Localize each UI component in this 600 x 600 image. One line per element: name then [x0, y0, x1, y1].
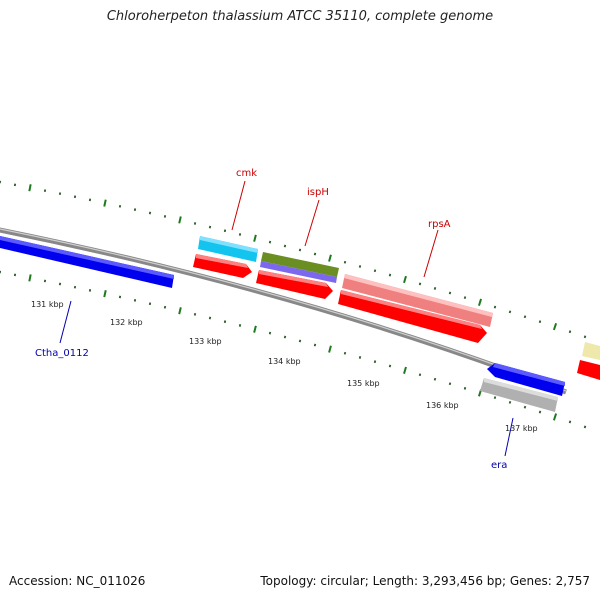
outer-major-tick	[477, 298, 483, 306]
leader-rpsa	[423, 229, 439, 278]
inner-minor-tick	[388, 364, 392, 368]
outer-minor-tick	[358, 265, 362, 268]
inner-minor-tick	[283, 335, 287, 339]
inner-major-tick	[328, 345, 332, 353]
inner-minor-tick	[358, 356, 362, 359]
gene-label-ctha-0112: Ctha_0112	[35, 348, 89, 359]
outer-minor-tick	[493, 305, 497, 309]
outer-minor-tick	[463, 296, 467, 300]
inner-minor-tick	[133, 298, 137, 302]
inner-minor-tick	[148, 302, 152, 306]
gene-edge-right[interactable]	[577, 342, 600, 380]
inner-minor-tick	[118, 295, 122, 299]
outer-minor-tick	[223, 229, 227, 233]
outer-minor-tick	[343, 260, 347, 264]
inner-minor-tick	[268, 331, 272, 335]
inner-minor-tick	[163, 305, 167, 309]
inner-minor-tick	[463, 386, 467, 390]
outer-minor-tick	[268, 240, 272, 244]
outer-minor-tick	[148, 211, 152, 215]
inner-minor-tick	[343, 351, 347, 355]
kbp-label-136: 136 kbp	[426, 401, 459, 410]
leader-isph	[304, 199, 320, 247]
gene-isph[interactable]	[256, 252, 339, 299]
inner-major-tick	[103, 290, 107, 298]
outer-minor-tick	[208, 225, 212, 229]
inner-minor-tick	[88, 289, 92, 292]
outer-minor-tick	[508, 310, 512, 314]
kbp-label-137: 137 kbp	[505, 424, 538, 433]
inner-minor-tick	[238, 324, 242, 327]
inner-minor-tick	[538, 410, 542, 414]
genome-title: Chloroherpeton thalassium ATCC 35110, co…	[106, 9, 494, 24]
outer-minor-tick	[538, 320, 542, 324]
leader-ctha-0112	[59, 300, 72, 344]
kbp-label-132: 132 kbp	[110, 318, 143, 327]
inner-minor-tick	[418, 373, 422, 377]
inner-minor-tick	[298, 339, 302, 343]
inner-minor-tick	[373, 360, 377, 364]
outer-minor-tick	[388, 273, 392, 277]
gene-label-rpsa: rpsA	[428, 219, 451, 230]
inner-major-tick	[253, 325, 257, 333]
gene-label-era: era	[491, 460, 507, 471]
outer-minor-tick	[298, 248, 302, 252]
inner-minor-tick	[493, 396, 497, 400]
outer-major-tick	[253, 234, 257, 242]
gene-rpsa[interactable]	[338, 274, 493, 343]
outer-minor-tick	[118, 204, 122, 208]
outer-minor-tick	[523, 315, 527, 319]
inner-minor-tick	[568, 420, 572, 424]
gene-ctha-0112[interactable]	[0, 236, 174, 288]
kbp-label-131: 131 kbp	[31, 300, 64, 309]
inner-major-tick	[552, 413, 558, 421]
inner-tick-track	[0, 270, 587, 429]
genome-backbone	[0, 227, 567, 395]
kbp-label-135: 135 kbp	[347, 379, 380, 388]
inner-minor-tick	[313, 343, 317, 347]
outer-major-tick	[552, 323, 558, 331]
inner-minor-tick	[433, 377, 437, 381]
gene-era[interactable]	[480, 363, 565, 412]
outer-minor-tick	[448, 291, 452, 295]
leader-cmk	[231, 180, 246, 231]
outer-minor-tick	[373, 269, 377, 273]
genome-backbone-highlight	[0, 228, 567, 392]
inner-major-tick	[178, 307, 182, 315]
gene-label-isph: ispH	[307, 187, 329, 198]
accession-text: Accession: NC_011026	[9, 574, 146, 588]
inner-minor-tick	[193, 312, 197, 316]
inner-minor-tick	[523, 405, 527, 409]
gene-cmk[interactable]	[193, 236, 258, 278]
kbp-label-133: 133 kbp	[189, 337, 222, 346]
kbp-label-134: 134 kbp	[268, 357, 301, 366]
gene-label-cmk: cmk	[236, 168, 257, 179]
inner-major-tick	[28, 274, 32, 282]
outer-major-tick	[403, 275, 407, 284]
inner-minor-tick	[583, 425, 587, 429]
genome-summary-text: Topology: circular; Length: 3,293,456 bp…	[260, 574, 590, 588]
outer-tick-track	[0, 180, 587, 339]
inner-minor-tick	[223, 320, 227, 324]
outer-minor-tick	[313, 252, 317, 256]
leader-era	[504, 417, 514, 457]
outer-minor-tick	[583, 335, 587, 339]
inner-major-tick	[403, 366, 407, 374]
outer-major-tick	[28, 184, 32, 192]
outer-major-tick	[328, 254, 332, 262]
outer-minor-tick	[238, 233, 242, 236]
outer-minor-tick	[283, 244, 287, 248]
outer-minor-tick	[418, 282, 422, 286]
outer-major-tick	[178, 216, 182, 224]
outer-major-tick	[103, 199, 107, 207]
inner-minor-tick	[448, 382, 452, 386]
outer-minor-tick	[133, 208, 137, 211]
inner-minor-tick	[508, 400, 512, 404]
outer-minor-tick	[568, 330, 572, 334]
outer-minor-tick	[193, 222, 197, 225]
outer-minor-tick	[433, 287, 437, 290]
inner-minor-tick	[208, 316, 212, 320]
outer-minor-tick	[163, 215, 167, 218]
